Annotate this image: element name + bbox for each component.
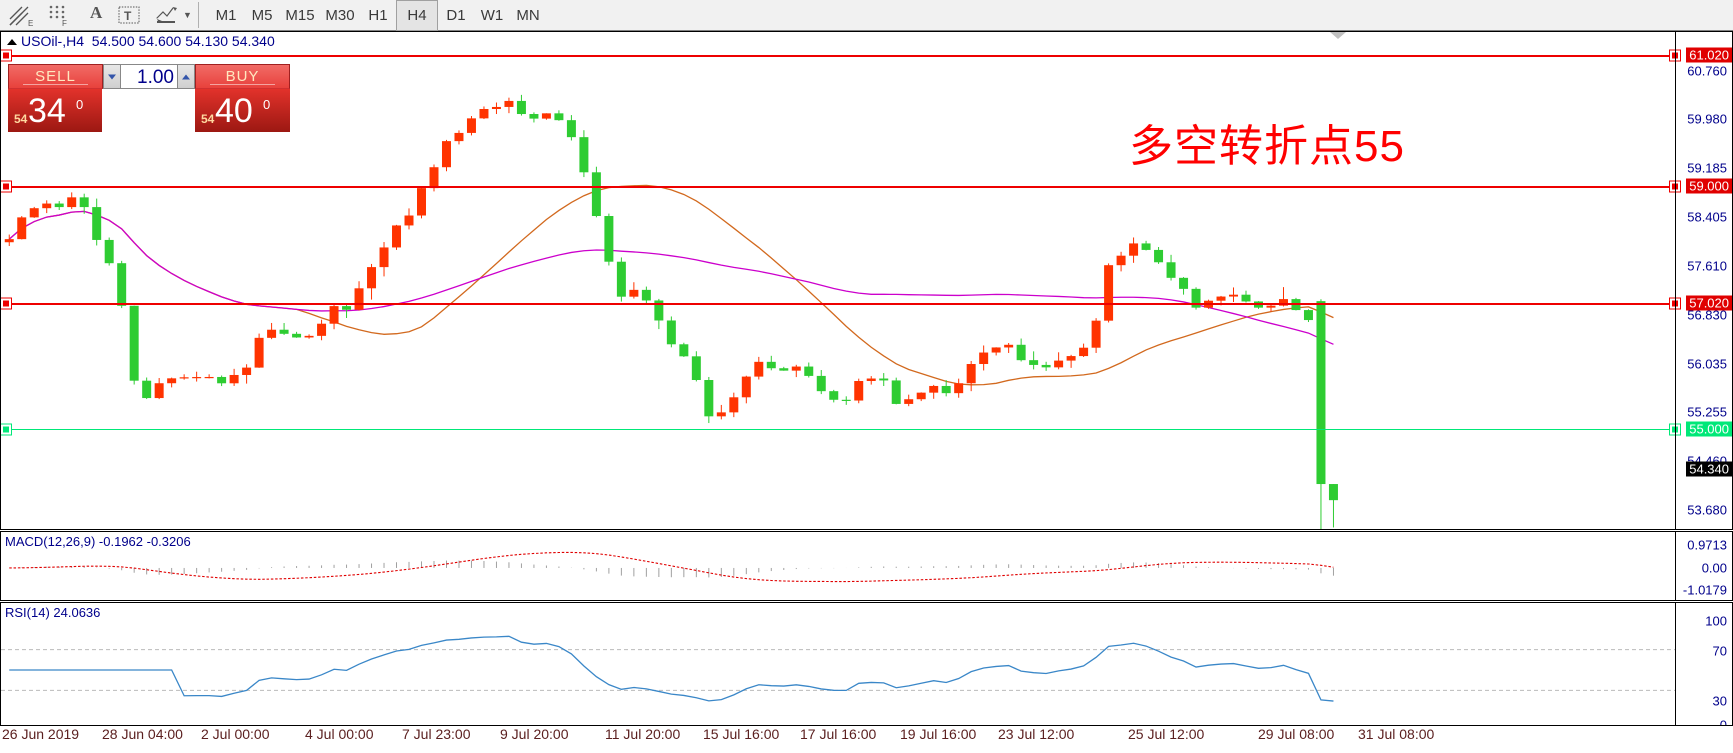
svg-text:E: E — [28, 19, 33, 27]
svg-text:T: T — [124, 9, 132, 23]
svg-text:F: F — [62, 19, 67, 27]
